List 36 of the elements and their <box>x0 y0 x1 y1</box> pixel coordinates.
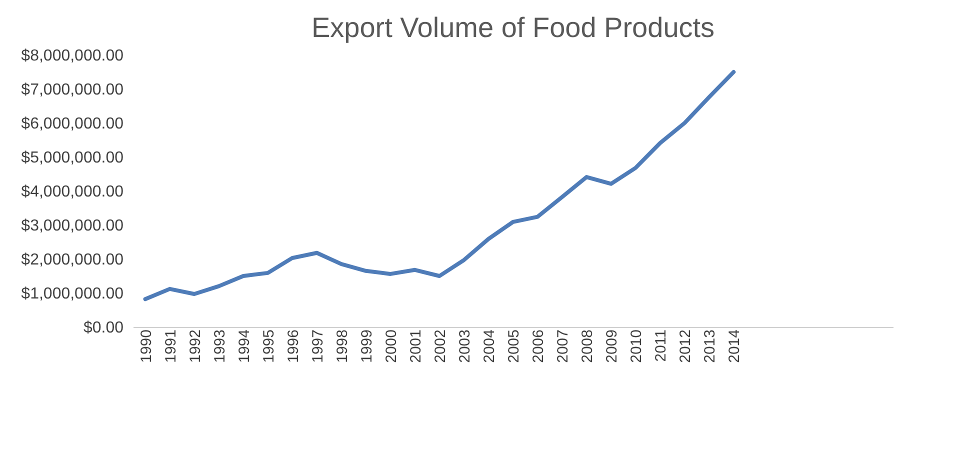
x-tick-label: 1997 <box>309 330 326 363</box>
line-series <box>143 70 736 302</box>
y-tick-label: $6,000,000.00 <box>21 116 124 132</box>
x-tick-label: 2008 <box>579 330 596 363</box>
x-tick-label: 1999 <box>358 330 376 363</box>
x-tick-label: 2006 <box>530 330 548 363</box>
x-tick-label: 1990 <box>138 330 155 363</box>
x-tick-label: 2005 <box>506 330 522 363</box>
x-tick-label: 2014 <box>726 330 744 363</box>
x-tick-label: 2007 <box>554 330 572 363</box>
x-tick-label: 1993 <box>211 330 228 363</box>
x-tick-label: 1995 <box>260 330 278 363</box>
x-tick-label: 1994 <box>236 330 253 363</box>
x-tick-label: 2009 <box>604 330 621 363</box>
y-tick-label: $4,000,000.00 <box>21 184 124 200</box>
y-tick-label: $8,000,000.00 <box>21 48 124 64</box>
y-tick-label: $2,000,000.00 <box>21 252 124 268</box>
y-tick-label: $3,000,000.00 <box>21 218 124 234</box>
x-tick-label: 2000 <box>382 330 400 363</box>
y-tick-label: $0.00 <box>83 320 124 336</box>
x-tick-label: 2004 <box>480 330 498 363</box>
y-tick-label: $1,000,000.00 <box>21 286 124 302</box>
x-tick-label: 2001 <box>407 330 424 363</box>
x-tick-label: 1991 <box>162 330 180 363</box>
x-tick-label: 2003 <box>456 330 474 363</box>
x-tick-label: 1996 <box>284 330 302 363</box>
x-tick-label: 2011 <box>652 330 670 362</box>
x-tick-label: 2002 <box>432 330 449 363</box>
y-tick-label: $7,000,000.00 <box>21 82 124 98</box>
x-tick-label: 1992 <box>186 330 204 363</box>
x-tick-label: 1998 <box>334 330 351 363</box>
y-tick-label: $5,000,000.00 <box>21 150 124 166</box>
x-tick-label: 2012 <box>677 330 694 363</box>
x-tick-label: 2010 <box>628 330 646 363</box>
chart-title: Export Volume of Food Products <box>311 12 715 43</box>
x-tick-label: 2013 <box>702 330 719 363</box>
